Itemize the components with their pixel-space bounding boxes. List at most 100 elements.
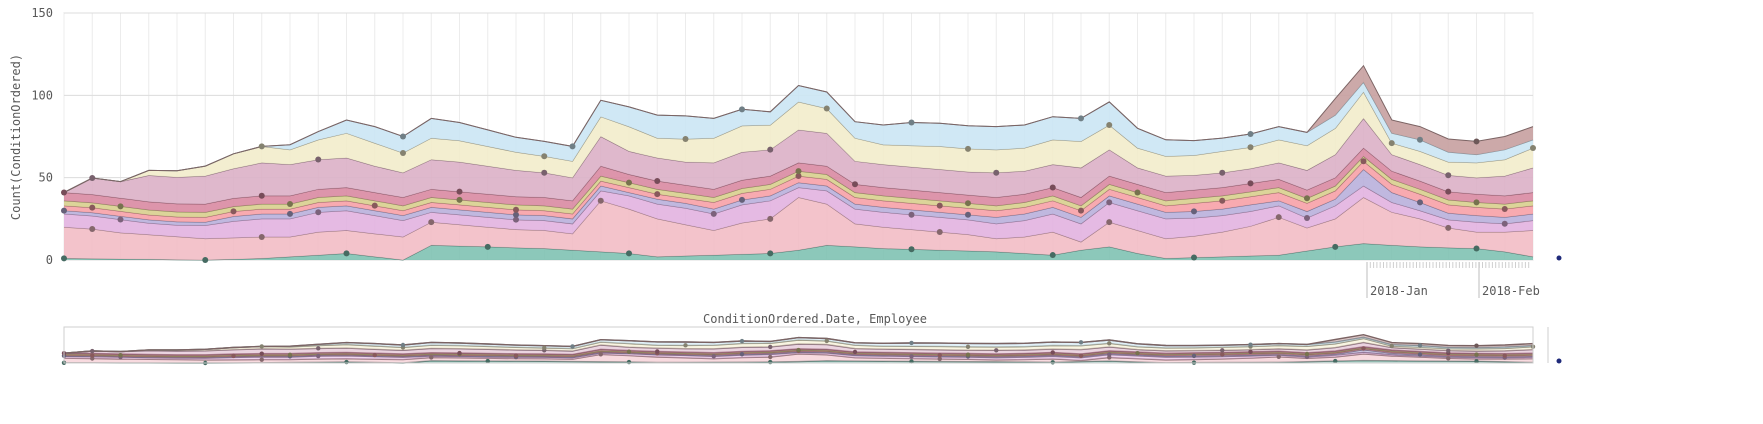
- data-point[interactable]: [316, 346, 321, 351]
- data-point[interactable]: [710, 210, 717, 217]
- data-point[interactable]: [739, 352, 745, 357]
- data-point[interactable]: [117, 216, 124, 223]
- data-point[interactable]: [1247, 180, 1254, 187]
- mini-scroll-handle[interactable]: [1556, 358, 1562, 364]
- data-point[interactable]: [767, 146, 774, 153]
- data-point[interactable]: [655, 349, 660, 354]
- data-point[interactable]: [428, 219, 435, 226]
- data-point[interactable]: [795, 168, 802, 175]
- mini-chart-navigator[interactable]: [61, 326, 1562, 366]
- data-point[interactable]: [626, 349, 632, 354]
- data-point[interactable]: [1078, 115, 1084, 122]
- data-point[interactable]: [1388, 140, 1395, 147]
- data-point[interactable]: [626, 179, 632, 186]
- data-point[interactable]: [1446, 348, 1451, 353]
- data-point[interactable]: [287, 201, 293, 208]
- data-point[interactable]: [795, 173, 802, 180]
- data-point[interactable]: [994, 348, 999, 353]
- data-point[interactable]: [1220, 348, 1225, 353]
- data-point[interactable]: [513, 353, 519, 358]
- data-point[interactable]: [597, 197, 604, 204]
- data-point[interactable]: [1361, 346, 1366, 351]
- data-point[interactable]: [1078, 340, 1084, 345]
- data-point[interactable]: [287, 210, 293, 217]
- data-point[interactable]: [1474, 352, 1479, 357]
- data-point[interactable]: [936, 202, 943, 209]
- data-point[interactable]: [570, 344, 575, 349]
- data-point[interactable]: [485, 358, 490, 364]
- data-point[interactable]: [965, 211, 971, 218]
- data-point[interactable]: [287, 352, 293, 358]
- data-point[interactable]: [1389, 343, 1394, 349]
- data-point[interactable]: [1191, 353, 1197, 359]
- data-point[interactable]: [61, 207, 67, 214]
- data-point[interactable]: [908, 246, 915, 253]
- data-point[interactable]: [315, 156, 322, 163]
- data-point[interactable]: [1501, 220, 1508, 227]
- data-point[interactable]: [1191, 254, 1197, 261]
- data-point[interactable]: [1473, 138, 1480, 145]
- data-point[interactable]: [824, 338, 829, 344]
- data-point[interactable]: [823, 105, 830, 112]
- data-point[interactable]: [1049, 184, 1056, 191]
- data-point[interactable]: [1220, 352, 1225, 357]
- data-point[interactable]: [739, 106, 745, 113]
- data-point[interactable]: [456, 188, 463, 195]
- data-point[interactable]: [259, 357, 264, 362]
- data-point[interactable]: [315, 209, 322, 216]
- data-point[interactable]: [909, 354, 914, 359]
- data-point[interactable]: [316, 353, 321, 359]
- data-point[interactable]: [1219, 197, 1226, 204]
- data-point[interactable]: [89, 226, 96, 233]
- data-point[interactable]: [1417, 136, 1423, 143]
- data-point[interactable]: [513, 206, 519, 213]
- data-point[interactable]: [1275, 214, 1282, 221]
- data-point[interactable]: [258, 143, 265, 150]
- data-point[interactable]: [1107, 341, 1112, 346]
- data-point[interactable]: [1501, 205, 1508, 212]
- data-point[interactable]: [1247, 131, 1254, 138]
- data-point[interactable]: [513, 216, 519, 223]
- data-point[interactable]: [626, 359, 632, 365]
- data-point[interactable]: [1248, 342, 1253, 347]
- data-point[interactable]: [1106, 219, 1113, 226]
- data-point[interactable]: [1078, 353, 1084, 358]
- data-point[interactable]: [1304, 215, 1310, 222]
- data-point[interactable]: [909, 340, 914, 346]
- data-point[interactable]: [258, 192, 265, 199]
- data-point[interactable]: [1502, 353, 1507, 358]
- data-point[interactable]: [1360, 158, 1367, 165]
- data-point[interactable]: [90, 348, 95, 354]
- data-point[interactable]: [1417, 199, 1423, 206]
- data-point[interactable]: [1050, 350, 1055, 355]
- data-point[interactable]: [429, 355, 434, 360]
- data-point[interactable]: [344, 359, 349, 365]
- data-point[interactable]: [739, 338, 745, 344]
- data-point[interactable]: [1446, 356, 1451, 361]
- data-point[interactable]: [1276, 354, 1281, 359]
- data-point[interactable]: [457, 350, 462, 356]
- data-point[interactable]: [1049, 252, 1056, 259]
- data-point[interactable]: [259, 344, 264, 349]
- data-point[interactable]: [90, 356, 95, 361]
- data-point[interactable]: [118, 352, 123, 358]
- data-point[interactable]: [231, 353, 236, 359]
- data-point[interactable]: [1106, 121, 1113, 128]
- data-point[interactable]: [739, 196, 745, 203]
- data-point[interactable]: [1445, 172, 1452, 179]
- data-point[interactable]: [796, 347, 801, 353]
- data-point[interactable]: [598, 352, 603, 357]
- data-point[interactable]: [61, 189, 67, 196]
- data-point[interactable]: [937, 356, 942, 362]
- data-point[interactable]: [1078, 207, 1084, 214]
- data-point[interactable]: [202, 257, 209, 263]
- data-point[interactable]: [1304, 351, 1310, 357]
- data-point[interactable]: [937, 352, 942, 358]
- data-point[interactable]: [258, 233, 265, 240]
- data-point[interactable]: [965, 145, 971, 152]
- data-point[interactable]: [1248, 349, 1253, 355]
- data-point[interactable]: [1473, 199, 1480, 206]
- data-point[interactable]: [400, 149, 406, 156]
- data-point[interactable]: [767, 250, 774, 257]
- data-point[interactable]: [626, 250, 632, 257]
